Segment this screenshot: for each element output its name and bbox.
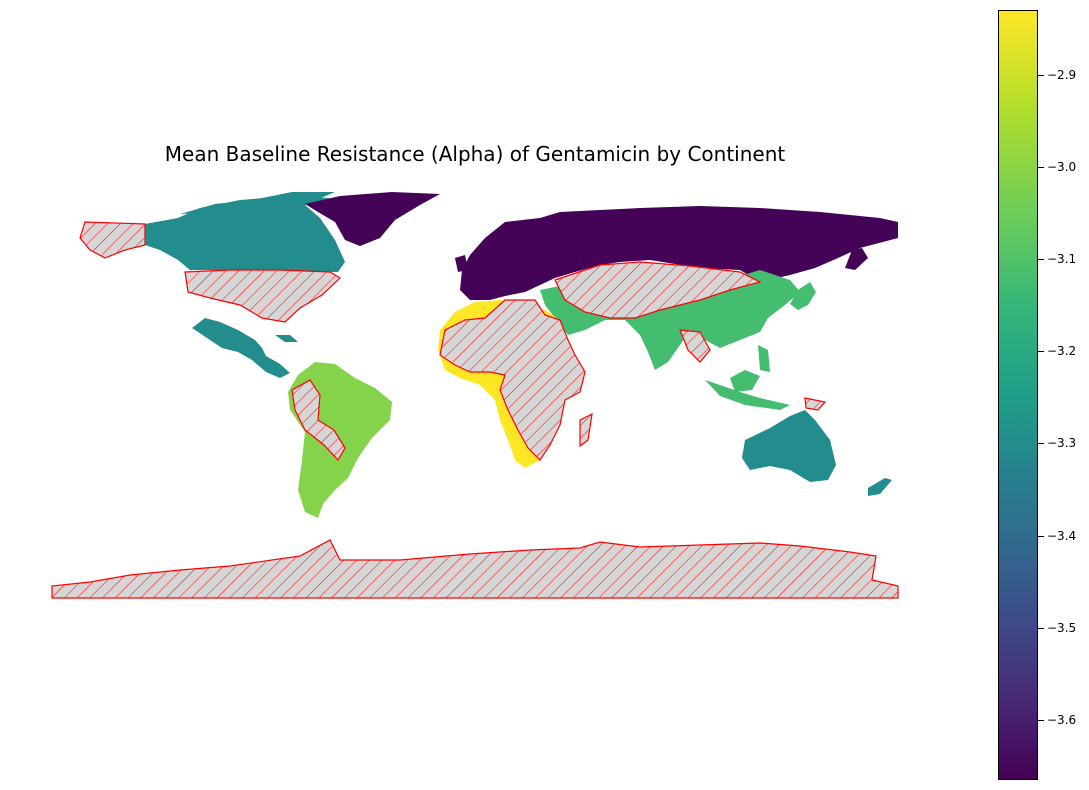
- colorbar-tick: [1038, 443, 1044, 445]
- colorbar-tick-label: −2.9: [1047, 67, 1077, 82]
- colorbar-tick: [1038, 535, 1044, 537]
- colorbar-tick-label: −3.4: [1047, 528, 1077, 543]
- colorbar-tick: [1038, 74, 1044, 76]
- colorbar-tick-label: −3.6: [1047, 713, 1077, 728]
- colorbar-tick: [1038, 258, 1044, 260]
- colorbar-tick: [1038, 720, 1044, 722]
- region-europe: [455, 206, 898, 300]
- colorbar-tick-label: −3.2: [1047, 344, 1077, 359]
- region-north-america: [145, 192, 345, 378]
- colorbar-tick-label: −3.5: [1047, 620, 1077, 635]
- colorbar-tick-label: −3.1: [1047, 251, 1077, 266]
- chart-title: Mean Baseline Resistance (Alpha) of Gent…: [164, 142, 786, 166]
- colorbar-tick: [1038, 627, 1044, 629]
- region-oceania: [742, 410, 892, 496]
- colorbar-tick-label: −3.0: [1047, 159, 1077, 174]
- colorbar: [998, 10, 1038, 780]
- region-greenland: [305, 192, 440, 246]
- colorbar-tick: [1038, 351, 1044, 353]
- colorbar-tick: [1038, 166, 1044, 168]
- colorbar-tick-label: −3.3: [1047, 436, 1077, 451]
- region-no-data: [51, 221, 899, 599]
- world-map: [51, 192, 899, 599]
